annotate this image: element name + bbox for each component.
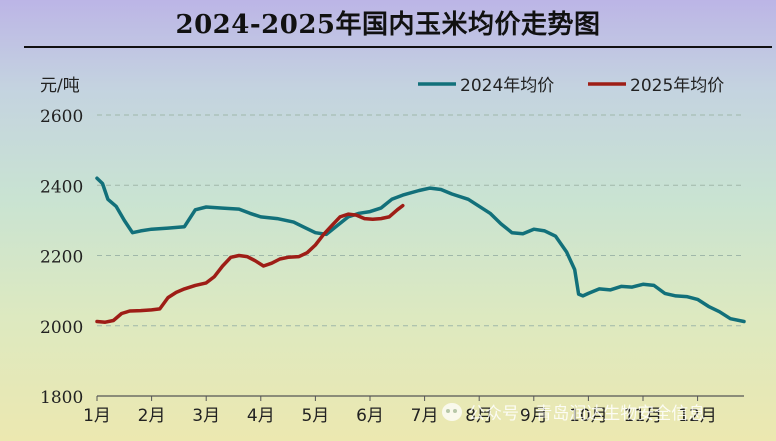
y-tick-label: 1800 [40,388,83,408]
legend: 2024年均价 2025年均价 [418,76,724,96]
series-lines [95,176,746,324]
x-tick-label: 3月 [192,406,220,426]
y-axis-label: 元/吨 [40,76,80,96]
title-underline [24,46,772,48]
x-tick-label: 8月 [465,406,493,426]
y-tick-label: 2200 [40,248,83,268]
x-tick-label: 6月 [356,406,384,426]
x-tick-label: 9月 [520,406,548,426]
x-tick-label: 7月 [411,406,439,426]
legend-label-1: 2024年均价 [460,76,554,96]
x-tick-label: 1月 [83,406,111,426]
y-tick-label: 2400 [40,177,83,197]
watermark: 公众号 · 青岛润达生物安全信息 [442,399,705,424]
grid-lines [97,114,744,327]
series-line-1 [95,176,746,324]
axes: 1800 2000 2200 2400 2600 元/吨 1月 2月 3月 4月 5月 6月 7月 8月 9… [40,76,744,426]
y-tick-label: 2000 [40,318,83,338]
x-tick-label: 11月 [624,406,663,426]
y-tick-label: 2600 [40,107,83,127]
x-tick-label: 5月 [301,406,329,426]
chart-title: 2024-2025年国内玉米均价走势图 [175,10,601,40]
series-line-2 [95,203,405,324]
legend-label-2: 2025年均价 [630,76,724,96]
wechat-icon [442,402,462,421]
x-tick-label: 12月 [678,406,717,426]
x-tick-label: 2月 [138,406,166,426]
x-tick-label: 10月 [569,406,608,426]
x-tick-label: 4月 [247,406,275,426]
watermark-text: 公众号 · 青岛润达生物安全信息 [468,404,706,424]
